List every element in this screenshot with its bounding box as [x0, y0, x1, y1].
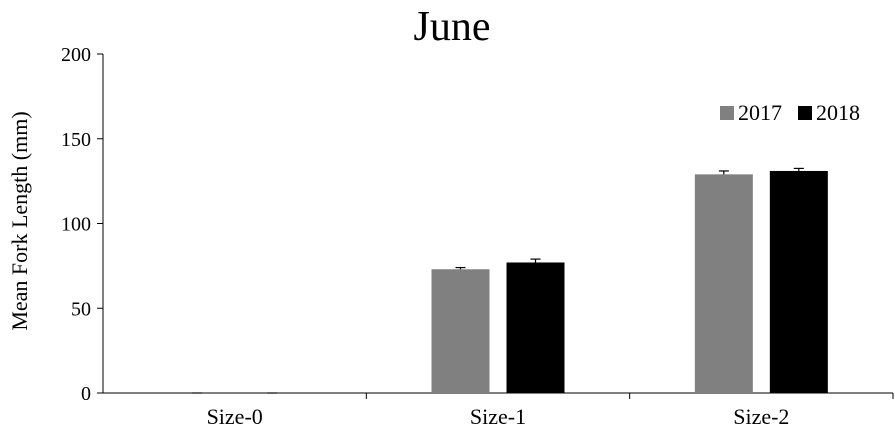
legend-swatch	[720, 106, 734, 120]
y-tick-label: 200	[61, 44, 91, 66]
y-tick-label: 50	[71, 298, 91, 320]
y-axis-label: Mean Fork Length (mm)	[7, 111, 32, 330]
x-tick-label: Size-1	[470, 404, 526, 429]
bars	[192, 167, 828, 394]
y-tick-label: 150	[61, 129, 91, 151]
x-tick-label: Size-2	[733, 404, 789, 429]
axes: 0 50 100 150 200 Size-0 Size-1 Size-2	[61, 44, 894, 429]
y-tick-label: 0	[81, 383, 91, 405]
legend-label: 2017	[738, 100, 782, 125]
chart-title: June	[414, 4, 491, 50]
bar	[506, 262, 565, 393]
bar	[694, 174, 753, 393]
legend-label: 2018	[816, 100, 860, 125]
bar	[431, 269, 490, 393]
y-tick-label: 100	[61, 214, 91, 236]
legend-swatch	[798, 106, 812, 120]
bar	[769, 170, 828, 393]
x-tick-label: Size-0	[207, 404, 263, 429]
legend: 2017 2018	[720, 100, 860, 125]
